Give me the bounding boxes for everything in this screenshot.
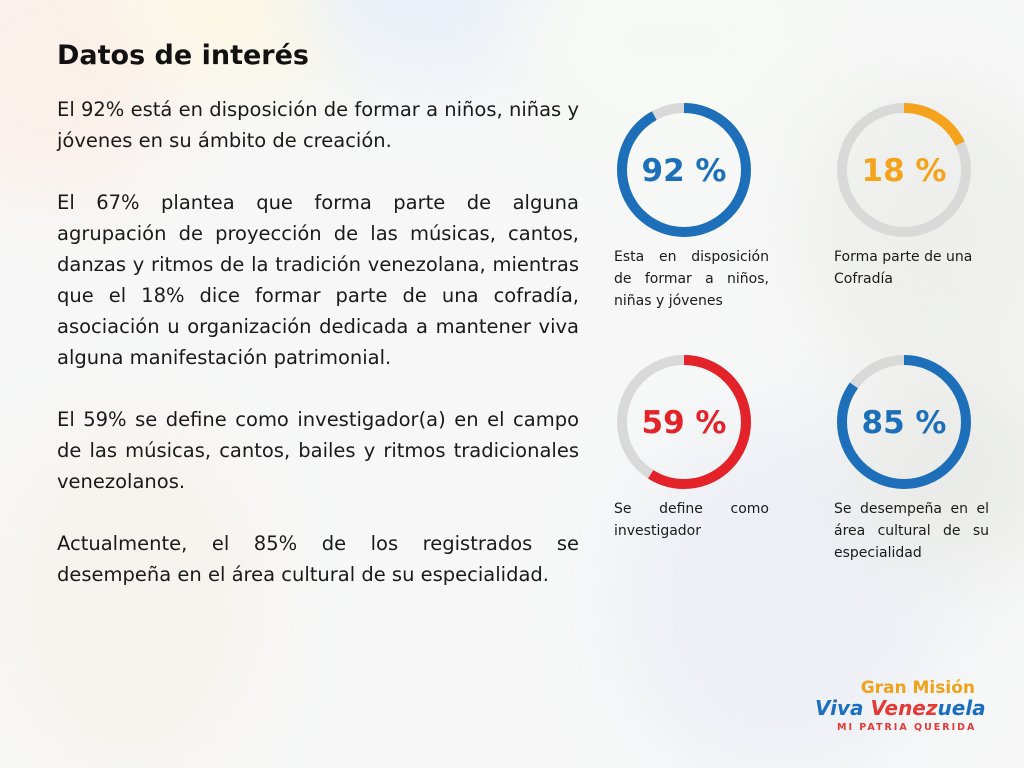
paragraph: El 92% está en disposición de formar a n… xyxy=(57,98,579,152)
stat-caption: Esta en disposición de formar a niños, n… xyxy=(614,249,769,309)
logo-line1: Gran Misión xyxy=(860,678,975,698)
body-text: El 92% está en disposición de formar a n… xyxy=(57,94,579,621)
ring-percent-label: 18 % xyxy=(862,153,947,189)
stat-caption: Se desempeña en el área cultural de su e… xyxy=(834,501,989,561)
ring-progress-arc xyxy=(837,355,971,489)
paragraph: Actualmente, el 85% de los registrados s… xyxy=(57,532,579,586)
logo-word-venez: Venez xyxy=(870,696,938,720)
page-title: Datos de interés xyxy=(57,40,309,71)
ring-progress-arc xyxy=(617,355,751,489)
progress-ring: 92 % xyxy=(617,103,751,237)
paragraph: El 59% se define como investigador(a) en… xyxy=(57,408,579,493)
stat-card-18: 18 % Forma parte de una Cofradía xyxy=(834,100,994,290)
stat-card-85: 85 % Se desempeña en el área cultural de… xyxy=(834,352,994,564)
progress-ring: 59 % xyxy=(617,355,751,489)
ring-percent-label: 92 % xyxy=(642,153,727,189)
ring-progress-arc xyxy=(837,103,971,237)
paragraph: El 67% plantea que forma parte de alguna… xyxy=(57,191,579,369)
ring-percent-label: 85 % xyxy=(862,405,947,441)
stat-caption: Forma parte de una Cofradía xyxy=(834,249,973,287)
ring-progress-arc xyxy=(617,103,751,237)
logo-word-uela: uela xyxy=(937,696,986,720)
logo-line2: Viva Venezuela xyxy=(815,696,986,720)
stat-card-59: 59 % Se define como investigador xyxy=(614,352,774,542)
progress-ring: 85 % xyxy=(837,355,971,489)
stat-caption: Se define como investigador xyxy=(614,501,769,539)
progress-ring: 18 % xyxy=(837,103,971,237)
logo-tagline: MI PATRIA QUERIDA xyxy=(837,722,977,733)
ring-percent-label: 59 % xyxy=(642,405,727,441)
logo-word-viva: Viva xyxy=(815,696,864,720)
stat-card-92: 92 % Esta en disposición de formar a niñ… xyxy=(614,100,774,312)
gran-mision-logo: Gran Misión Viva Venezuela MI PATRIA QUE… xyxy=(815,678,987,738)
